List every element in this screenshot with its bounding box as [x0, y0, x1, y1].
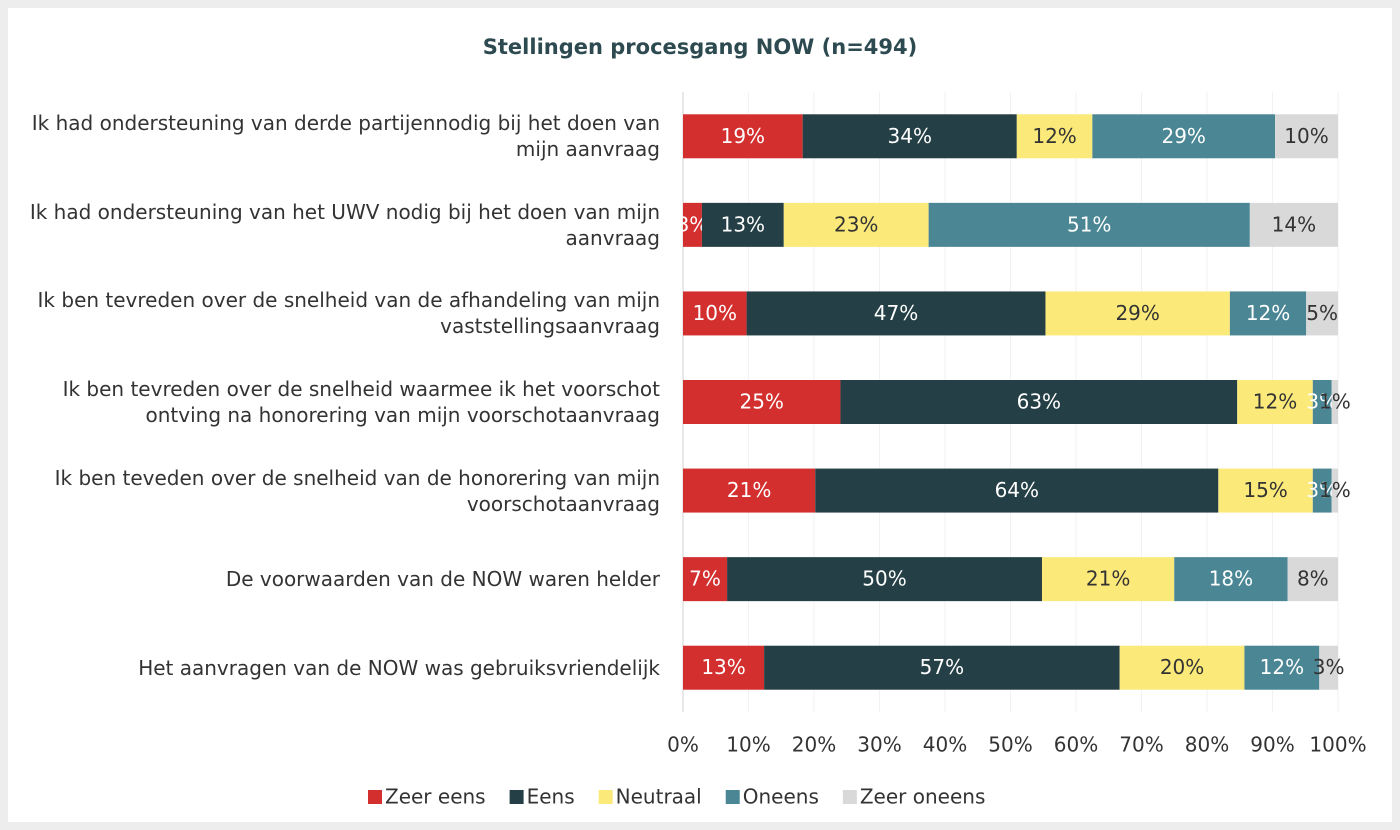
bar-segment	[683, 468, 816, 513]
bar-segment	[683, 202, 702, 247]
data-label: 34%	[888, 124, 932, 148]
x-tick-label: 60%	[1054, 733, 1098, 757]
legend-swatch	[725, 790, 740, 804]
legend-swatch	[509, 790, 524, 804]
data-label: 20%	[1160, 655, 1204, 679]
data-label: 57%	[920, 655, 964, 679]
data-label: 12%	[1253, 390, 1297, 414]
bar-segment	[764, 645, 1120, 690]
data-label: 18%	[1209, 567, 1253, 591]
x-tick-label: 80%	[1185, 733, 1229, 757]
data-label: 21%	[727, 478, 771, 502]
data-label: 12%	[1032, 124, 1076, 148]
bar-segment	[1041, 557, 1175, 602]
x-tick-label: 30%	[857, 733, 901, 757]
data-label: 12%	[1260, 655, 1304, 679]
data-label: 14%	[1272, 212, 1316, 236]
data-label: 1%	[1319, 478, 1351, 502]
bar-segment	[840, 380, 1238, 424]
bar-segment	[1319, 645, 1338, 690]
bar-segment	[727, 557, 1042, 602]
bar-segment	[683, 380, 841, 424]
data-label: 15%	[1243, 478, 1287, 502]
x-tick-label: 20%	[792, 733, 836, 757]
bar-segment	[783, 202, 929, 247]
data-label: 1%	[1319, 390, 1351, 414]
legend-label: Eens	[527, 785, 575, 809]
category-label: Ik ben tevreden over de snelheid van de …	[37, 288, 660, 339]
data-label: 13%	[721, 212, 765, 236]
data-label: 23%	[834, 212, 878, 236]
legend-swatch	[368, 790, 382, 804]
category-label: De voorwaarden van de NOW waren helder	[225, 567, 660, 592]
bar-segment	[1174, 557, 1288, 602]
bar-segment	[802, 114, 1017, 159]
data-label: 19%	[721, 124, 765, 148]
data-label: 51%	[1067, 212, 1111, 236]
x-tick-label: 10%	[726, 733, 770, 757]
data-label: 7%	[689, 567, 721, 591]
bar-segment	[683, 291, 747, 336]
data-label: 10%	[1284, 124, 1328, 148]
x-tick-label: 50%	[988, 733, 1032, 757]
data-label: 12%	[1246, 301, 1290, 325]
bar-segment	[683, 557, 728, 602]
bar-segment	[1119, 645, 1245, 690]
legend-label: Zeer eens	[385, 785, 486, 809]
data-label: 29%	[1161, 124, 1205, 148]
data-label: 10%	[693, 301, 737, 325]
legend-label: Oneens	[743, 785, 819, 809]
legend-swatch	[598, 790, 613, 804]
x-tick-label: 40%	[923, 733, 967, 757]
category-label: Ik had ondersteuning van het UWV nodig b…	[29, 199, 660, 250]
bar-segment	[1275, 114, 1338, 159]
bar-segment	[701, 202, 784, 247]
category-label: Ik ben tevreden over de snelheid waarmee…	[62, 377, 660, 427]
bar-segment	[683, 114, 803, 159]
legend-label: Neutraal	[616, 785, 702, 809]
bar-segment	[1287, 557, 1338, 602]
data-label: 13%	[701, 655, 745, 679]
bar-segment	[1312, 468, 1332, 513]
data-label: 25%	[739, 390, 783, 414]
bar-segment	[1244, 645, 1320, 690]
chart-title: Stellingen procesgang NOW (n=494)	[483, 35, 917, 59]
x-tick-label: 100%	[1309, 733, 1366, 757]
data-label: 5%	[1306, 301, 1338, 325]
bar-segment	[1092, 114, 1276, 159]
data-label: 50%	[862, 567, 906, 591]
category-label: Het aanvragen van de NOW was gebruiksvri…	[138, 655, 660, 680]
bar-segment	[746, 291, 1046, 336]
data-label: 21%	[1086, 567, 1130, 591]
data-label: 3%	[1313, 655, 1345, 679]
bar-segment	[1218, 468, 1313, 513]
bar-segment	[1237, 380, 1313, 424]
bar-segment	[1331, 380, 1338, 424]
category-label: Ik ben teveden over de snelheid van de h…	[54, 465, 660, 516]
data-label: 64%	[995, 478, 1039, 502]
legend-label: Zeer oneens	[860, 785, 986, 809]
bar-segment	[815, 468, 1219, 513]
data-label: 8%	[1297, 567, 1329, 591]
bar-segment	[1331, 468, 1338, 513]
bar-segment	[1306, 291, 1338, 336]
bar-segment	[1249, 202, 1338, 247]
legend-swatch	[842, 790, 857, 804]
data-label: 47%	[874, 301, 918, 325]
category-label: Ik had ondersteuning van derde partijenn…	[31, 111, 660, 162]
bar-segment	[683, 645, 765, 690]
bar-segment	[1045, 291, 1230, 336]
bar-segment	[1229, 291, 1307, 336]
x-tick-label: 90%	[1250, 733, 1294, 757]
data-label: 63%	[1017, 390, 1061, 414]
bar-segment	[1312, 380, 1332, 424]
data-label: 29%	[1115, 301, 1159, 325]
bar-segment	[1016, 114, 1093, 159]
x-tick-label: 70%	[1119, 733, 1163, 757]
bar-segment	[928, 202, 1250, 247]
x-tick-label: 0%	[667, 733, 699, 757]
